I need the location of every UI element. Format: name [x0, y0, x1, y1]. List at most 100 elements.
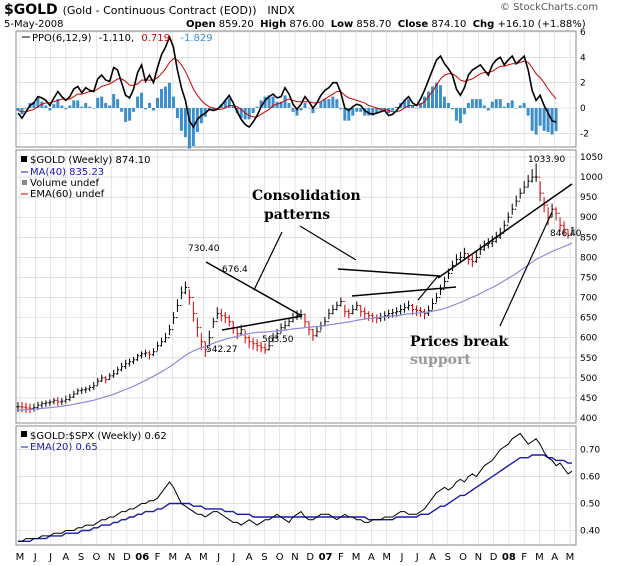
- price-bar: [434, 292, 439, 305]
- quote-date: 5-May-2008: [4, 19, 64, 30]
- x-tick-label: J: [399, 552, 403, 563]
- label-730-40: 730.40: [188, 244, 220, 254]
- ppo-histogram-bar: [442, 96, 446, 108]
- price-bar: [522, 181, 526, 194]
- low-label: Low: [330, 19, 354, 30]
- ppo-histogram-bar: [36, 97, 40, 108]
- price-bar: [526, 175, 530, 188]
- price-bar: [24, 402, 28, 414]
- ppo-histogram-bar: [466, 102, 470, 108]
- price-bar: [259, 341, 263, 353]
- y-tick-labels: 6 4 2 0 -2 1050 1000 950 900 850 800 750 700 650 600 55…: [580, 28, 603, 537]
- price-y-tick: 800: [580, 253, 597, 263]
- ppo-histogram-bar: [415, 108, 419, 109]
- ppo-histogram-bar: [371, 108, 375, 116]
- ppo-histogram-bar: [502, 106, 506, 108]
- price-bar: [84, 386, 88, 394]
- price-bar: [175, 299, 180, 319]
- price-bar: [375, 314, 379, 324]
- ma40-line: [18, 242, 573, 411]
- price-bar: [566, 228, 570, 239]
- price-y-tick: 1000: [580, 173, 603, 183]
- ppo-histogram-bar: [64, 108, 68, 110]
- ppo-histogram-bar: [534, 108, 538, 135]
- ppo-histogram-bar: [120, 108, 124, 112]
- price-y-tick: 950: [580, 193, 597, 203]
- price-bar: [124, 359, 128, 370]
- price-bar: [347, 308, 351, 319]
- low-value: 858.70: [356, 19, 392, 30]
- price-bar: [430, 298, 435, 311]
- ppo-legend-signal: 0.719,: [141, 33, 173, 44]
- ppo-histogram-bar: [395, 106, 399, 108]
- ppo-histogram-bar: [347, 108, 351, 121]
- pointer-consolidation-1: [253, 231, 283, 291]
- ppo-histogram-bar: [159, 89, 163, 108]
- price-bar: [143, 349, 148, 357]
- ratio-panel-frame: [15, 425, 577, 546]
- price-bar: [355, 301, 359, 311]
- trend-lines: [205, 183, 573, 331]
- price-bar: [20, 401, 24, 413]
- price-y-tick: 900: [580, 213, 597, 223]
- ppo-histogram-bar: [355, 108, 359, 112]
- ppo-histogram-bar: [434, 82, 438, 108]
- ema-legend: EMA(60) undef: [30, 189, 105, 200]
- ppo-histogram-bar: [514, 108, 518, 109]
- ppo-y-tick: 6: [580, 28, 586, 38]
- ppo-histogram-bar: [44, 105, 48, 108]
- open-label: Open: [186, 19, 216, 30]
- x-tick-label: O: [459, 552, 467, 563]
- x-tick-label: S: [78, 552, 84, 563]
- ppo-histogram-bar: [506, 102, 510, 108]
- price-legend-title: $GOLD (Weekly) 874.10: [30, 155, 151, 166]
- price-bar: [116, 366, 120, 375]
- ppo-histogram-bar: [279, 101, 283, 108]
- ppo-histogram-bar: [56, 99, 60, 108]
- ppo-histogram-bar: [116, 99, 120, 108]
- ppo-histogram-bar: [323, 99, 327, 108]
- price-bar: [151, 348, 156, 357]
- x-tick-label: M: [16, 552, 25, 563]
- ppo-histogram-bar: [498, 99, 502, 108]
- price-bar: [442, 276, 447, 291]
- price-bar: [191, 297, 195, 322]
- price-y-tick: 450: [580, 394, 597, 404]
- ratio-line: [18, 432, 573, 542]
- price-bar: [478, 244, 482, 258]
- x-tick-label: A: [368, 552, 375, 563]
- ma-legend: MA(40) 835.23: [30, 167, 104, 178]
- annotation-support: support: [410, 352, 471, 368]
- chg-value: +16.10 (+1.88%): [497, 19, 586, 30]
- quote-summary: Open 859.20 High 876.00 Low 858.70 Close…: [186, 19, 586, 30]
- price-bar: [251, 337, 255, 350]
- symbol-description: (Gold - Continuous Contract (EOD)): [62, 4, 257, 17]
- high-label: High: [260, 19, 287, 30]
- ppo-histogram-bar: [140, 92, 144, 108]
- price-bar: [80, 387, 84, 394]
- ratio-y-tick: 0.70: [580, 446, 600, 456]
- ppo-histogram-bar: [68, 105, 72, 108]
- ppo-histogram-bar: [275, 101, 279, 108]
- price-bar: [418, 307, 423, 317]
- ppo-histogram-bar: [554, 108, 558, 132]
- price-bar: [167, 324, 172, 339]
- price-point-labels: 730.40 676.4 542.27 563.50 1033.90 846.4…: [188, 155, 582, 355]
- pointer-consolidation-2: [299, 225, 357, 261]
- price-bar: [112, 369, 116, 378]
- ppo-histogram-bar: [315, 108, 319, 109]
- ppo-histogram-bar: [351, 108, 355, 116]
- ppo-panel-frame: [15, 30, 577, 148]
- ppo-histogram-bar: [454, 108, 458, 121]
- ppo-histogram-bar: [96, 97, 100, 108]
- price-bar: [283, 320, 287, 331]
- close-value: 874.10: [431, 19, 467, 30]
- ppo-histogram-bar: [526, 108, 530, 116]
- ppo-histogram-bar: [144, 108, 148, 110]
- price-bar: [335, 301, 339, 311]
- ppo-histogram-bar: [522, 102, 526, 108]
- ppo-y-tick: 2: [580, 79, 586, 89]
- ppo-histogram-bar: [335, 99, 339, 108]
- label-676-4: 676.4: [222, 265, 248, 275]
- label-563-50: 563.50: [262, 335, 294, 345]
